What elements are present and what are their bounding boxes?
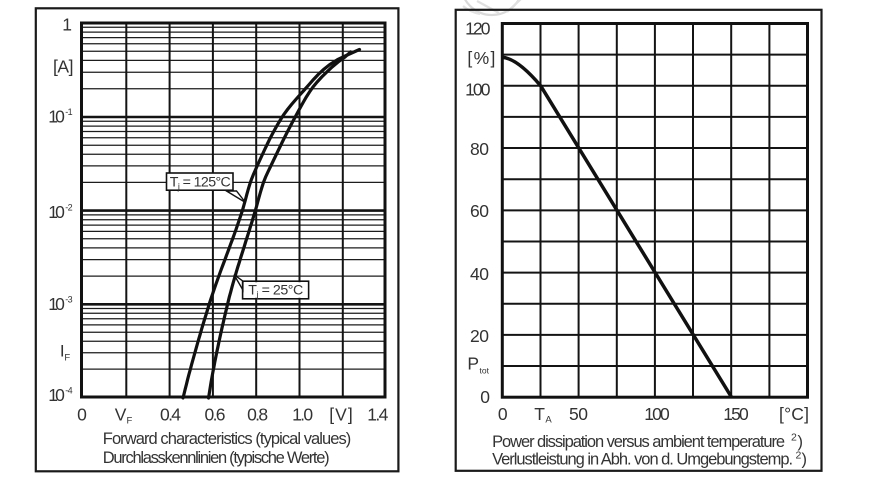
svg-text:I: I: [60, 342, 65, 361]
svg-text:): ): [798, 433, 804, 451]
svg-text:120: 120: [465, 19, 491, 39]
svg-text:0: 0: [77, 405, 87, 425]
svg-text:10: 10: [48, 202, 65, 222]
svg-text:[°C]: [°C]: [779, 404, 809, 424]
svg-text:V: V: [115, 405, 127, 425]
svg-text:[V]: [V]: [329, 405, 353, 425]
svg-text:1.0: 1.0: [292, 405, 313, 425]
svg-text:1: 1: [62, 15, 72, 35]
svg-text:40: 40: [470, 264, 489, 284]
svg-text:80: 80: [470, 139, 489, 159]
svg-text:50: 50: [569, 404, 588, 424]
svg-text:100: 100: [644, 404, 670, 424]
svg-text:P: P: [467, 354, 479, 374]
svg-text:0: 0: [498, 404, 508, 424]
svg-text:0.4: 0.4: [160, 405, 181, 425]
svg-text:10: 10: [48, 107, 65, 127]
svg-text:Verlustleistung in Abh. von d.: Verlustleistung in Abh. von d. Umgebungs…: [492, 450, 793, 468]
svg-text:tot: tot: [480, 366, 490, 376]
svg-text:Forward characteristics (typic: Forward characteristics (typical values): [103, 430, 351, 448]
svg-text:0: 0: [480, 387, 490, 407]
svg-text:0.8: 0.8: [247, 405, 268, 425]
svg-text:A: A: [545, 415, 552, 426]
svg-text:Durchlasskennlinien (typische: Durchlasskennlinien (typische Werte): [103, 449, 330, 467]
svg-text:-3: -3: [65, 295, 73, 305]
svg-text:0.6: 0.6: [205, 405, 226, 425]
svg-text:20: 20: [470, 326, 489, 346]
svg-text:[%]: [%]: [467, 48, 495, 68]
svg-text:-4: -4: [65, 386, 73, 396]
svg-text:2: 2: [796, 450, 802, 462]
svg-text:Power dissipation versus ambie: Power dissipation versus ambient tempera…: [492, 433, 785, 451]
svg-text:F: F: [64, 352, 70, 363]
svg-text:-1: -1: [65, 107, 73, 117]
svg-text:100: 100: [465, 79, 491, 99]
svg-text:F: F: [127, 416, 133, 427]
svg-text:T: T: [534, 404, 545, 424]
svg-text:10: 10: [48, 294, 65, 314]
svg-text:60: 60: [470, 201, 489, 221]
svg-text:[A]: [A]: [53, 57, 74, 77]
svg-text:150: 150: [723, 404, 749, 424]
svg-text:Tj = 25°C: Tj = 25°C: [248, 283, 303, 300]
svg-text:Tj = 125°C: Tj = 125°C: [170, 174, 231, 191]
svg-text:1.4: 1.4: [367, 405, 388, 425]
svg-text:-2: -2: [65, 203, 73, 213]
svg-text:): ): [802, 450, 808, 468]
svg-text:10: 10: [48, 385, 65, 405]
svg-text:2: 2: [791, 432, 797, 444]
